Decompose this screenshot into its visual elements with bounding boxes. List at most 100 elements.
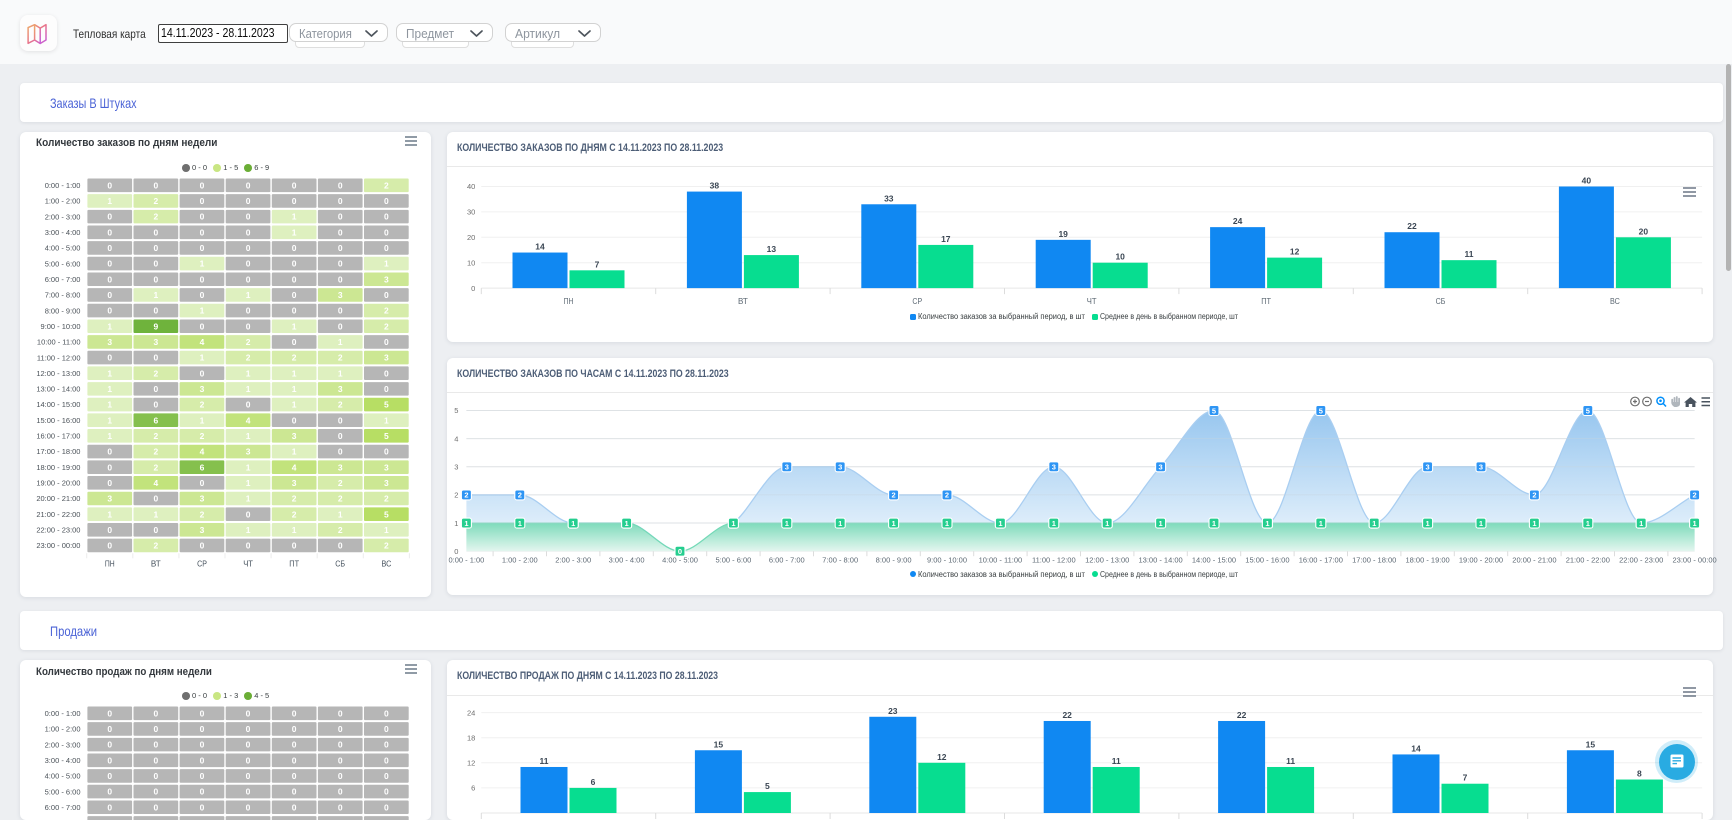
svg-text:0: 0	[199, 755, 204, 765]
svg-text:0: 0	[153, 384, 158, 394]
svg-text:3: 3	[1051, 462, 1055, 471]
svg-text:1: 1	[464, 518, 468, 527]
svg-text:0: 0	[337, 802, 342, 812]
svg-text:1: 1	[107, 196, 112, 206]
svg-text:1: 1	[1532, 518, 1536, 527]
svg-text:0: 0	[383, 755, 388, 765]
svg-text:0: 0	[245, 724, 250, 734]
svg-text:0: 0	[454, 546, 458, 555]
svg-text:0: 0	[383, 211, 388, 221]
svg-text:0: 0	[383, 708, 388, 718]
svg-text:12:00 - 13:00: 12:00 - 13:00	[36, 369, 80, 378]
svg-text:0: 0	[199, 771, 204, 781]
svg-text:3: 3	[199, 493, 204, 503]
svg-text:0: 0	[107, 462, 112, 472]
svg-text:1: 1	[107, 321, 112, 331]
svg-text:0: 0	[383, 446, 388, 456]
svg-text:5: 5	[1211, 406, 1215, 415]
svg-text:4: 4	[199, 446, 204, 456]
svg-text:3:00 - 4:00: 3:00 - 4:00	[44, 756, 80, 765]
svg-text:1: 1	[107, 509, 112, 519]
svg-text:0: 0	[337, 243, 342, 253]
svg-text:8:00 - 9:00: 8:00 - 9:00	[875, 555, 911, 564]
svg-text:0: 0	[291, 771, 296, 781]
svg-text:20: 20	[1638, 226, 1648, 236]
svg-text:7:00 - 8:00: 7:00 - 8:00	[44, 290, 80, 299]
svg-text:0: 0	[337, 227, 342, 237]
svg-text:0: 0	[107, 258, 112, 268]
svg-text:2: 2	[291, 352, 296, 362]
svg-text:11:00 - 12:00: 11:00 - 12:00	[36, 353, 80, 362]
svg-text:3: 3	[107, 337, 112, 347]
svg-text:0: 0	[153, 724, 158, 734]
svg-text:1: 1	[337, 509, 342, 519]
svg-text:1: 1	[1051, 518, 1055, 527]
svg-text:0: 0	[245, 196, 250, 206]
svg-text:0: 0	[245, 274, 250, 284]
svg-text:0: 0	[107, 525, 112, 535]
svg-text:0: 0	[337, 755, 342, 765]
svg-text:5:00 - 6:00: 5:00 - 6:00	[44, 787, 80, 796]
svg-text:СР: СР	[912, 297, 922, 306]
svg-text:1: 1	[731, 518, 735, 527]
svg-text:0: 0	[153, 525, 158, 535]
svg-text:4:00 - 5:00: 4:00 - 5:00	[662, 555, 698, 564]
svg-text:2: 2	[337, 525, 342, 535]
svg-text:1:00 - 2:00: 1:00 - 2:00	[44, 725, 80, 734]
svg-text:19: 19	[1058, 229, 1068, 239]
svg-text:1: 1	[1372, 518, 1376, 527]
svg-text:2: 2	[517, 490, 521, 499]
svg-text:0:00 - 1:00: 0:00 - 1:00	[448, 555, 484, 564]
svg-text:0: 0	[199, 290, 204, 300]
svg-text:2:00 - 3:00: 2:00 - 3:00	[44, 740, 80, 749]
svg-text:0: 0	[153, 740, 158, 750]
svg-text:2: 2	[383, 305, 388, 315]
svg-text:3: 3	[1478, 462, 1482, 471]
svg-text:0: 0	[245, 305, 250, 315]
svg-text:0: 0	[291, 258, 296, 268]
svg-text:23:00 - 00:00: 23:00 - 00:00	[1672, 555, 1716, 564]
svg-text:23: 23	[888, 706, 898, 716]
svg-text:21:00 - 22:00: 21:00 - 22:00	[36, 510, 80, 519]
svg-text:1: 1	[784, 518, 788, 527]
svg-text:3: 3	[291, 478, 296, 488]
svg-text:40: 40	[1581, 175, 1591, 185]
svg-text:17:00 - 18:00: 17:00 - 18:00	[36, 447, 80, 456]
svg-text:15: 15	[1585, 739, 1595, 749]
svg-text:5: 5	[383, 431, 388, 441]
svg-text:2: 2	[199, 431, 204, 441]
svg-text:0: 0	[107, 180, 112, 190]
svg-text:ВС: ВС	[381, 559, 391, 568]
svg-text:0: 0	[383, 337, 388, 347]
svg-text:1: 1	[291, 321, 296, 331]
svg-text:0: 0	[153, 258, 158, 268]
svg-text:0: 0	[199, 740, 204, 750]
svg-text:0: 0	[107, 755, 112, 765]
svg-text:5: 5	[383, 399, 388, 409]
svg-text:0: 0	[337, 431, 342, 441]
svg-text:0: 0	[383, 196, 388, 206]
svg-text:6: 6	[590, 777, 595, 787]
svg-text:0: 0	[107, 211, 112, 221]
svg-text:1:00 - 2:00: 1:00 - 2:00	[501, 555, 537, 564]
svg-text:0: 0	[199, 274, 204, 284]
svg-text:1: 1	[199, 305, 204, 315]
svg-text:0: 0	[153, 802, 158, 812]
svg-text:6:00 - 7:00: 6:00 - 7:00	[44, 275, 80, 284]
svg-text:ВТ: ВТ	[150, 559, 160, 568]
svg-text:4:00 - 5:00: 4:00 - 5:00	[44, 243, 80, 252]
svg-text:0: 0	[245, 540, 250, 550]
svg-text:1: 1	[337, 337, 342, 347]
svg-text:19:00 - 20:00: 19:00 - 20:00	[1458, 555, 1502, 564]
svg-text:0: 0	[337, 724, 342, 734]
svg-text:1: 1	[1105, 518, 1109, 527]
svg-text:0: 0	[383, 368, 388, 378]
svg-text:0: 0	[153, 399, 158, 409]
svg-text:1: 1	[383, 415, 388, 425]
svg-text:5: 5	[383, 509, 388, 519]
svg-text:0: 0	[153, 755, 158, 765]
svg-text:2: 2	[153, 368, 158, 378]
svg-text:0: 0	[245, 787, 250, 797]
svg-text:1: 1	[383, 258, 388, 268]
svg-text:1: 1	[1318, 518, 1322, 527]
